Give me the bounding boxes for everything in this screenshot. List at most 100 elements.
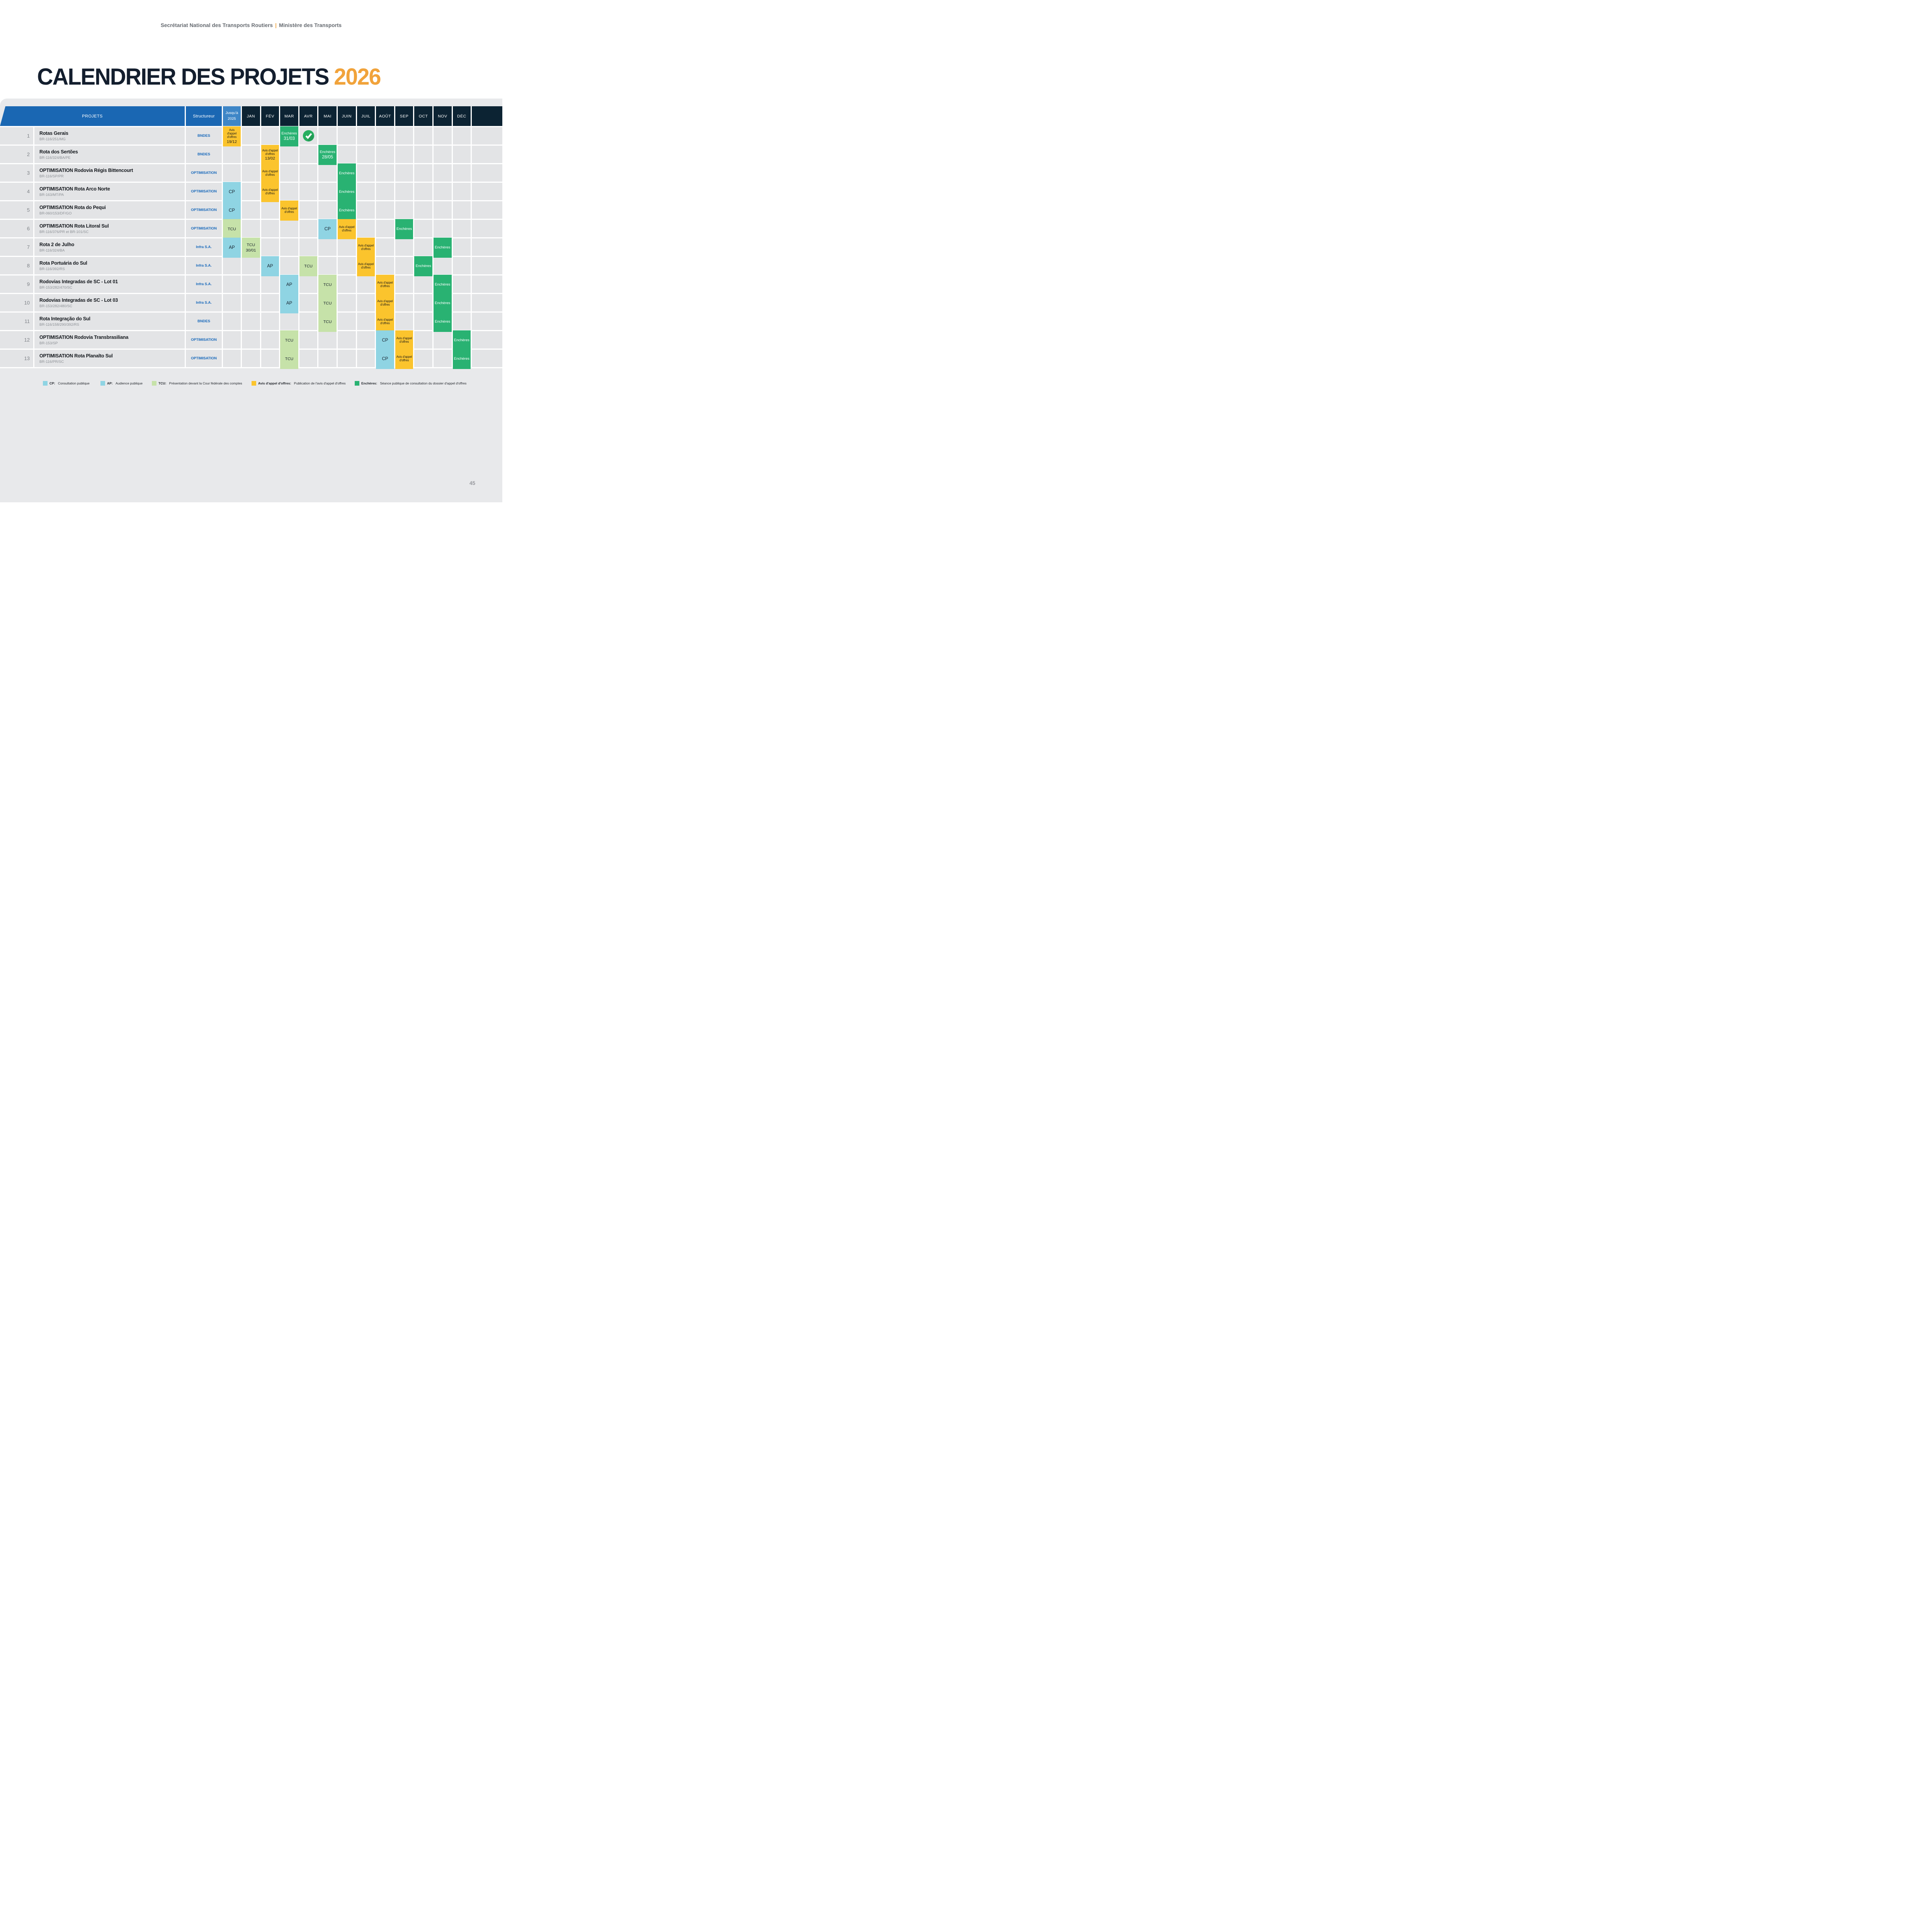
until-2025-cell: AP [223,238,242,258]
project-code: BR-116/324/BA [39,248,65,253]
month-cell [337,238,357,257]
structurer-label: OPTIMISATION [191,356,217,361]
month-cell [261,201,281,220]
column-header-month: MAI [318,106,338,127]
column-header-until-2025: Jusqu'à 2025 [223,106,242,127]
month-cell: Enchères [395,219,415,239]
month-cell [299,183,319,201]
month-cell [433,350,453,368]
event-label: TCU [228,226,236,231]
header-separator: | [275,22,277,28]
event-label: CP [382,338,388,343]
month-cell [395,294,415,313]
month-cell: Avis d'appel d'offres [376,275,395,295]
month-cell: Enchères [433,275,453,295]
event-label: TCU [304,264,313,269]
event-label: Enchères [415,264,431,268]
project-cell: Rodovias Integradas de SC - Lot 03 BR-153… [34,294,186,313]
month-cell [357,127,376,146]
project-cell: OPTIMISATION Rota Planalto Sul BR-116/PR/… [34,350,186,368]
month-cell [242,183,261,201]
event-label: Avis d'appel d'offres [377,299,393,306]
row-number: 7 [0,238,34,257]
month-cell [452,238,472,257]
event-label: Avis d'appel d'offres [377,281,393,288]
month-cell: Enchères [337,163,357,184]
structurer-label: BNDES [197,152,210,156]
month-cell [299,276,319,294]
structurer-label: OPTIMISATION [191,338,217,342]
event-cp: CP [223,201,241,221]
month-cell [261,350,281,368]
month-cell [261,294,281,313]
month-cell [337,331,357,350]
month-cell: CP [376,349,395,369]
month-cell [452,294,472,313]
month-cell [357,276,376,294]
event-enchere: Enchères 31/03 [280,126,298,146]
structurer-label: OPTIMISATION [191,226,217,231]
month-cell: AP [261,256,281,276]
month-cell [376,183,395,201]
month-cell [337,294,357,313]
event-label: TCU [285,338,294,343]
project-name: Rota Integração do Sul [39,316,90,321]
month-cell [337,350,357,368]
row-spacer-cell [472,183,502,201]
month-cell: Avis d'appel d'offres [395,349,415,369]
month-cell: TCU [318,293,338,313]
month-cell [242,294,261,313]
project-cell: Rota dos Sertões BR-116/324/BA/PE [34,146,186,164]
event-label: Enchères [435,282,451,287]
month-cell [299,201,319,220]
month-cell [318,257,338,276]
month-cell [357,294,376,313]
month-cell [414,331,434,350]
month-cell: Enchères 28/05 [318,145,338,165]
event-cp: CP [223,182,241,202]
month-cell: TCU [318,275,338,295]
month-cell [280,257,299,276]
event-avis: Avis d'appel d'offres [261,163,279,184]
structurer-cell: OPTIMISATION [186,331,223,350]
month-cell [261,238,281,257]
month-cell [299,238,319,257]
month-cell [318,350,338,368]
month-cell [414,201,434,220]
month-cell [452,146,472,164]
month-cell [337,313,357,331]
project-name: Rodovias Integradas de SC - Lot 01 [39,279,118,284]
month-cell [433,220,453,238]
month-cell [452,201,472,220]
month-cell: AP [280,293,299,313]
row-spacer-cell [472,146,502,164]
project-name: Rota 2 de Julho [39,242,75,247]
month-cell [299,127,319,146]
document-header: Secrétariat National des Transports Rout… [0,22,502,28]
month-cell [433,201,453,220]
month-cell [395,238,415,257]
month-cell [414,164,434,183]
project-code: BR-163/MT/PA [39,192,64,197]
event-label: Avis d'appel d'offres [262,188,278,195]
project-cell: Rodovias Integradas de SC - Lot 01 BR-153… [34,276,186,294]
month-cell: TCU [318,312,338,332]
month-cell: Enchères [433,293,453,313]
row-number: 12 [0,331,34,350]
month-cell: Avis d'appel d'offres [261,163,281,184]
project-cell: OPTIMISATION Rota Arco Norte BR-163/MT/PA [34,183,186,201]
month-cell [376,127,395,146]
month-cell: Enchères [414,256,434,276]
column-header-month: SEP [395,106,415,127]
page-number: 45 [469,480,475,486]
completed-check-wrap [299,127,318,145]
month-cell [337,257,357,276]
project-code: BR-153/SP [39,341,58,345]
project-name: Rota dos Sertões [39,149,78,155]
month-cell: Avis d'appel d'offres [280,201,299,221]
until-2025-cell: CP [223,201,242,221]
project-name: Rotas Gerais [39,130,68,136]
legend-abbr: CP: [49,381,55,385]
structurer-cell: OPTIMISATION [186,164,223,183]
event-label: Avis d'appel d'offres [262,148,278,156]
